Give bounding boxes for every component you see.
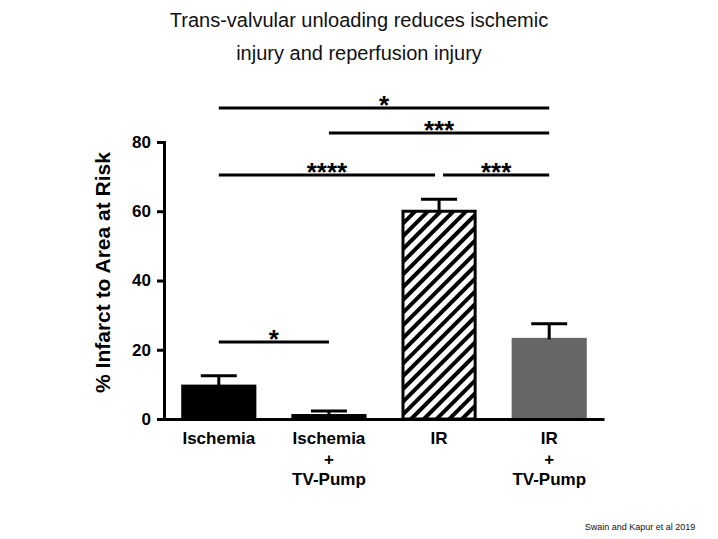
y-tick: 20	[132, 341, 164, 360]
source: Swain and Kapur et al 2019	[585, 522, 696, 532]
y-tick-label: 40	[132, 271, 151, 290]
y-tick-mark	[157, 141, 164, 144]
y-tick-mark	[157, 349, 164, 352]
error-bar	[201, 376, 237, 386]
y-tick-label: 0	[142, 410, 151, 429]
error-bar	[531, 324, 567, 340]
error-bar	[421, 199, 457, 211]
title: Trans-valvular unloading reduces ischemi…	[170, 9, 548, 64]
x-tick: Ischemia	[182, 429, 255, 448]
error-bar-cap	[531, 322, 567, 325]
error-bar-cap	[421, 198, 457, 201]
significance-label: ***	[424, 115, 455, 145]
x-tick: IR	[431, 429, 448, 448]
y-tick-mark	[157, 210, 164, 213]
chart: Trans-valvular unloading reduces ischemi…	[0, 0, 718, 539]
error-bar-cap	[311, 410, 347, 413]
y-tick: 60	[132, 202, 164, 221]
x-axis: Ischemia Ischemia+TV-Pump IR IR+TV-Pump	[165, 420, 605, 490]
y-tick: 80	[132, 133, 164, 152]
y-tick-label: 20	[132, 341, 151, 360]
error-bar-stem	[438, 199, 441, 211]
y-tick-mark	[157, 280, 164, 283]
error-bars	[201, 199, 567, 415]
bar	[183, 386, 255, 419]
significance-label: ****	[307, 157, 348, 187]
y-tick-label: 60	[132, 202, 151, 221]
error-bar-cap	[201, 374, 237, 377]
y-axis-line	[157, 143, 165, 420]
x-tick: Ischemia+TV-Pump	[292, 429, 366, 489]
error-bar-stem	[217, 376, 220, 386]
x-tick-label: Ischemia	[182, 429, 255, 448]
error-bar-stem	[548, 324, 551, 340]
bar	[403, 211, 475, 419]
annotations: ************	[219, 90, 549, 354]
significance-label: *	[269, 324, 280, 354]
y-axis: 0 20 40 60 80	[132, 133, 164, 429]
error-bar	[311, 411, 347, 416]
significance-label: *	[379, 90, 390, 120]
y-tick-label: 80	[132, 133, 151, 152]
x-tick-label: IR	[431, 429, 448, 448]
x-tick-label: IR+TV-Pump	[512, 429, 586, 489]
y-tick-mark	[157, 418, 164, 421]
x-axis-line	[165, 418, 605, 421]
bar	[513, 339, 585, 419]
bars	[183, 211, 586, 419]
significance-label: ***	[481, 157, 512, 187]
x-tick-label: Ischemia+TV-Pump	[292, 429, 366, 489]
y-tick: 40	[132, 271, 164, 290]
y-tick: 0	[142, 410, 164, 429]
x-tick: IR+TV-Pump	[512, 429, 586, 489]
y-axis-title: % Infarct to Area at Risk	[91, 152, 114, 393]
